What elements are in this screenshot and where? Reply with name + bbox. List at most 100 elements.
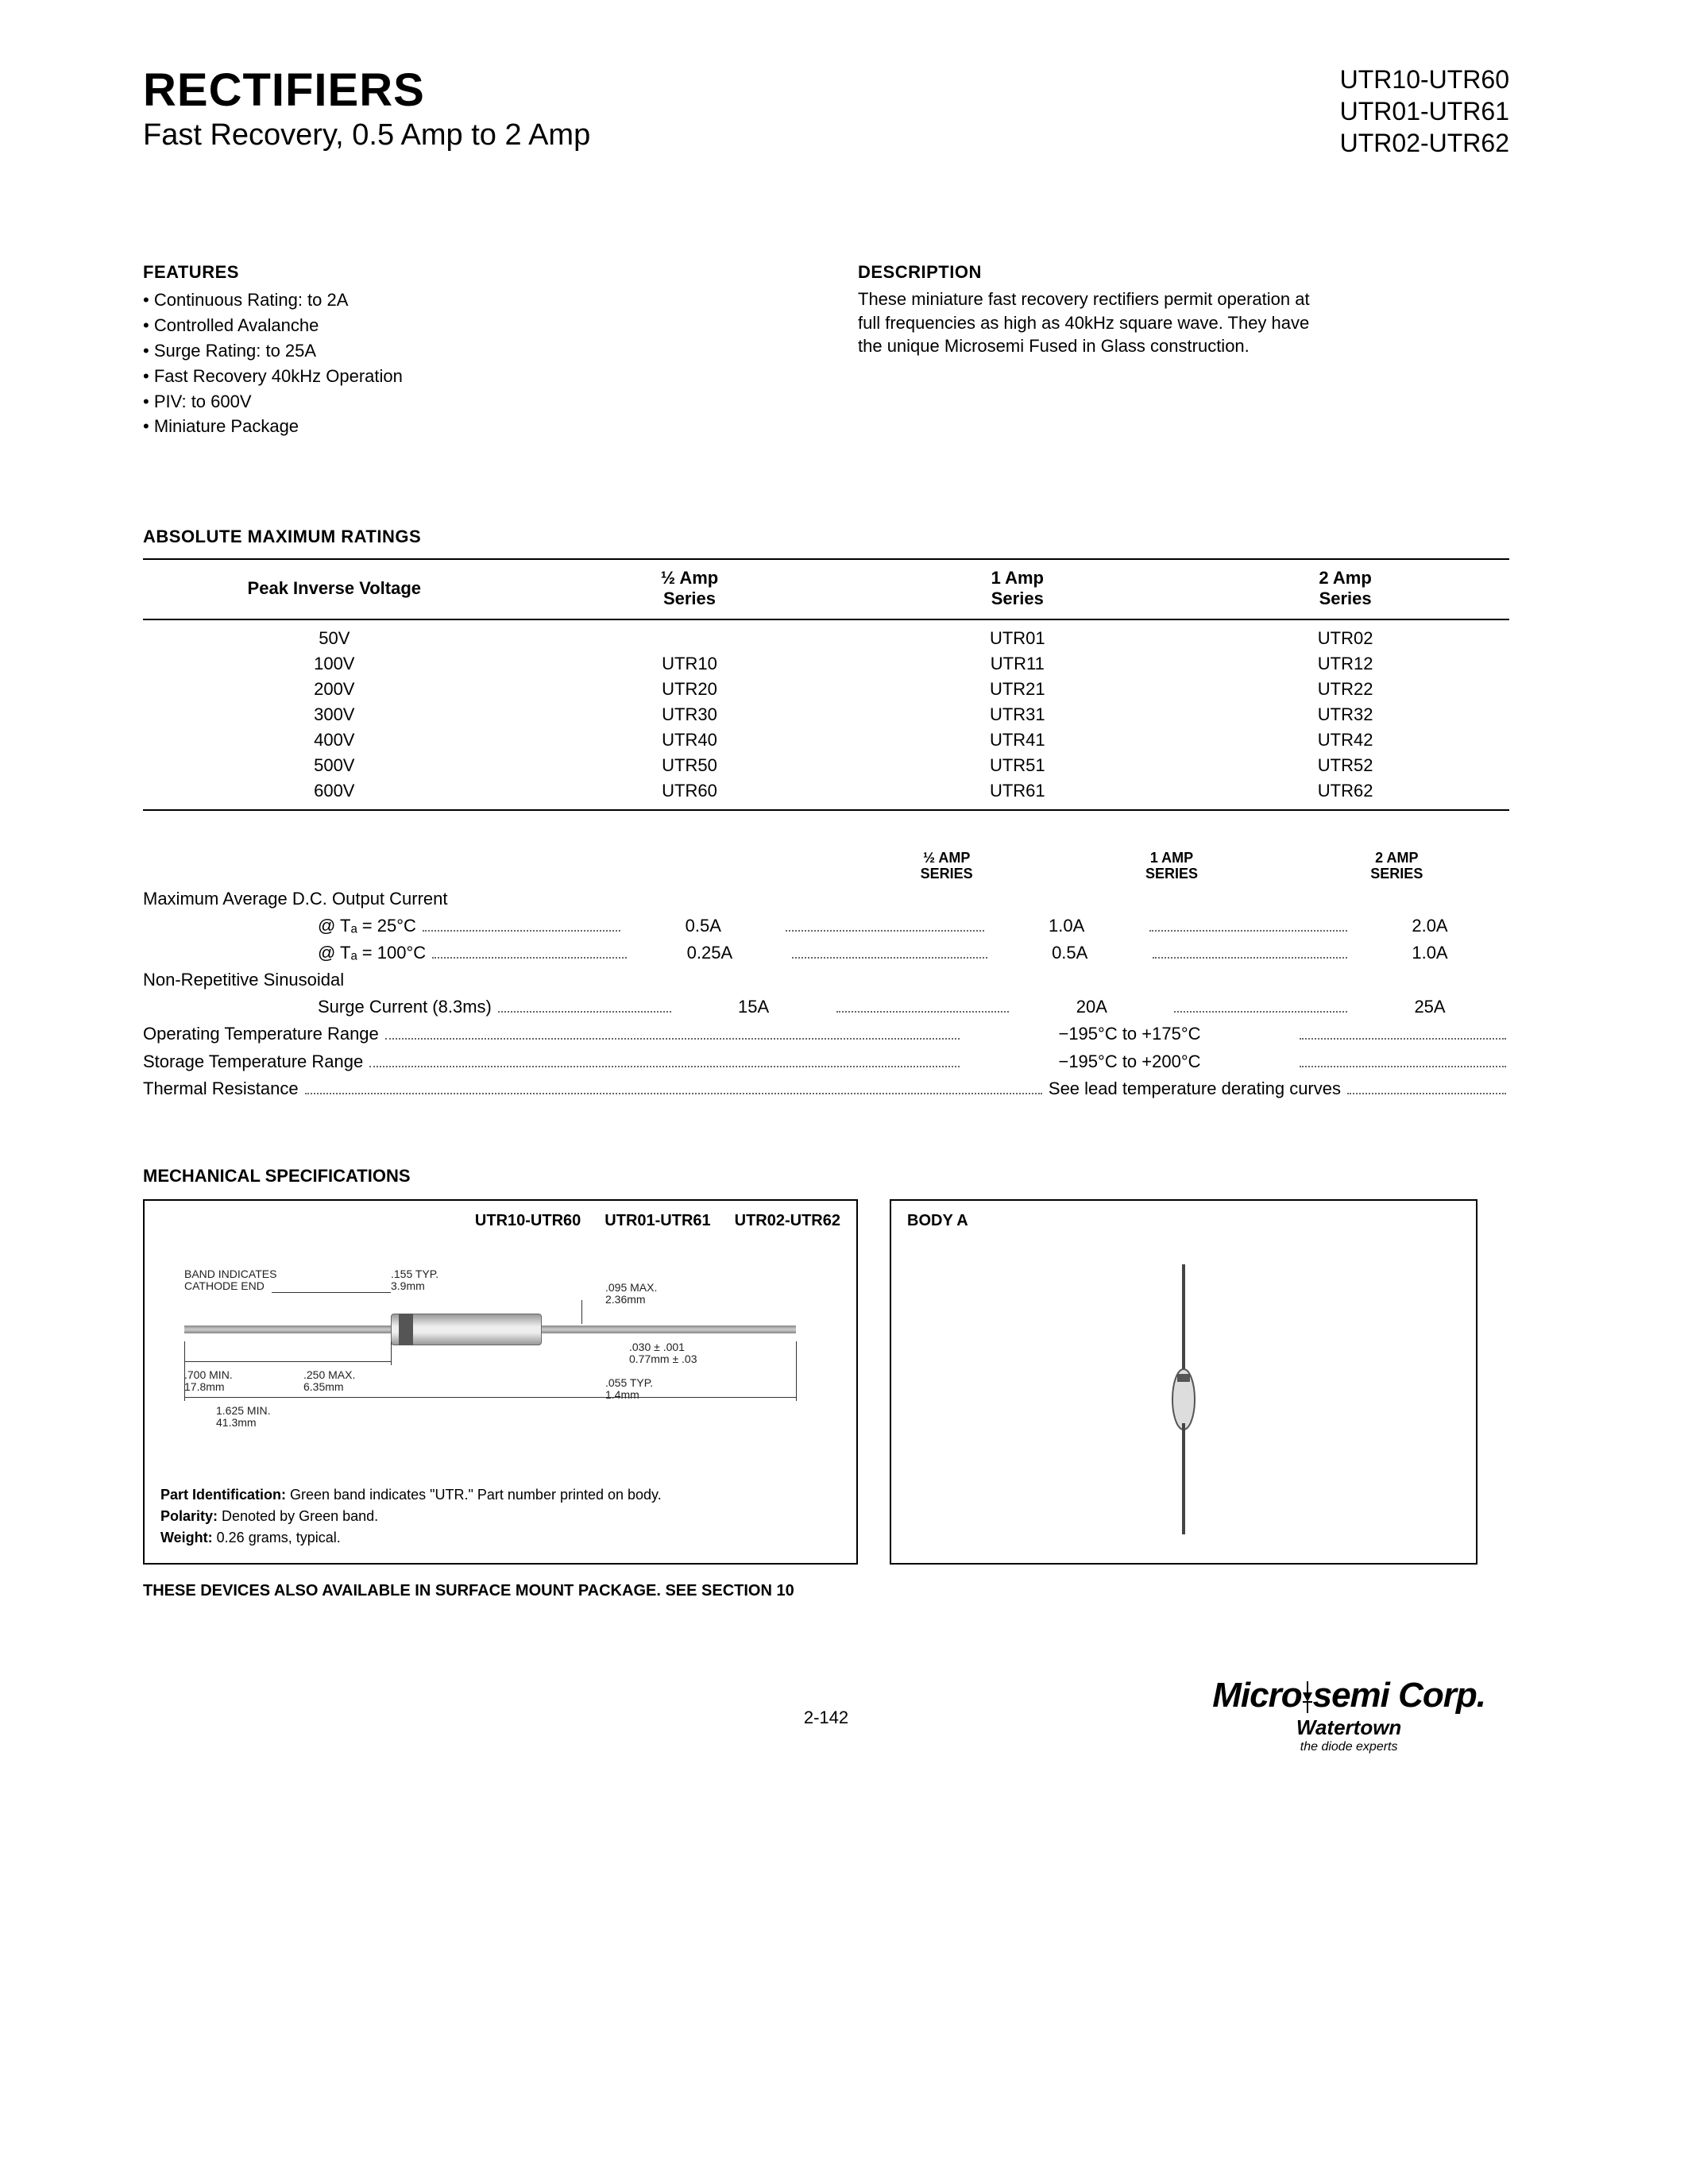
dot-leader	[1153, 957, 1347, 959]
spec-value: See lead temperature derating curves	[1045, 1075, 1344, 1102]
mech-box-titles: UTR10-UTR60 UTR01-UTR61 UTR02-UTR62	[160, 1212, 840, 1230]
part-line: UTR01-UTR61	[1340, 95, 1509, 127]
table-row: 500VUTR50UTR51UTR52	[143, 753, 1509, 778]
dim-leader-line	[581, 1300, 582, 1324]
spec-value: 0.5A	[624, 913, 782, 940]
table-cell: UTR10	[526, 651, 854, 677]
dim-label: 1.625 MIN. 41.3mm	[216, 1405, 270, 1430]
col-header: ½ Amp Series	[526, 559, 854, 619]
mechanical-notes: Part Identification: Green band indicate…	[160, 1484, 662, 1549]
spec-row: Storage Temperature Range −195°C to +200…	[143, 1048, 1509, 1075]
mech-box-title: UTR10-UTR60	[475, 1212, 581, 1230]
spec-col-header: 2 AMP SERIES	[1284, 851, 1509, 882]
note-line: Weight: 0.26 grams, typical.	[160, 1527, 662, 1549]
logo-tagline: the diode experts	[1212, 1740, 1485, 1754]
body-a-icon	[1160, 1256, 1207, 1542]
dim-label: .095 MAX. 2.36mm	[605, 1282, 657, 1306]
table-row: 100VUTR10UTR11UTR12	[143, 651, 1509, 677]
dim-label: .250 MAX. 6.35mm	[303, 1369, 355, 1394]
table-cell: UTR12	[1181, 651, 1509, 677]
feature-item: Fast Recovery 40kHz Operation	[143, 364, 731, 389]
spec-label: @ Tₐ = 100°C	[143, 940, 429, 967]
table-cell: UTR21	[853, 677, 1181, 702]
table-cell: UTR30	[526, 702, 854, 727]
table-row: 50V UTR01UTR02	[143, 619, 1509, 651]
table-cell	[526, 619, 854, 651]
table-cell: UTR62	[1181, 778, 1509, 810]
table-cell: UTR41	[853, 727, 1181, 753]
spec-row: Thermal Resistance See lead temperature …	[143, 1075, 1509, 1102]
mech-box-title: UTR02-UTR62	[735, 1212, 840, 1230]
spec-label: @ Tₐ = 25°C	[143, 913, 419, 940]
feature-item: Surge Rating: to 25A	[143, 338, 731, 364]
dim-label: .700 MIN. 17.8mm	[184, 1369, 233, 1394]
description-heading: DESCRIPTION	[858, 262, 1509, 283]
header: RECTIFIERS Fast Recovery, 0.5 Amp to 2 A…	[143, 64, 1509, 159]
spec-row: Maximum Average D.C. Output Current	[143, 886, 1509, 913]
table-cell: UTR40	[526, 727, 854, 753]
body-a-box: BODY A	[890, 1199, 1477, 1565]
table-row: 400VUTR40UTR41UTR42	[143, 727, 1509, 753]
table-cell: 50V	[143, 619, 526, 651]
page-footer: 2-142 Microsemi Corp. Watertown the diod…	[143, 1707, 1509, 1728]
body-a-label: BODY A	[907, 1212, 1460, 1230]
lead-wire	[184, 1325, 391, 1333]
dim-label: BAND INDICATES CATHODE END	[184, 1268, 276, 1293]
dim-label: .155 TYP. 3.9mm	[391, 1268, 438, 1293]
spec-label: Surge Current (8.3ms)	[143, 994, 495, 1021]
table-row: 600VUTR60UTR61UTR62	[143, 778, 1509, 810]
package-diagram: BAND INDICATES CATHODE END .155 TYP. 3.9…	[160, 1238, 840, 1429]
spec-col-header: ½ AMP SERIES	[834, 851, 1059, 882]
company-logo: Microsemi Corp. Watertown the diode expe…	[1212, 1676, 1485, 1754]
note-line: Part Identification: Green band indicate…	[160, 1484, 662, 1506]
table-cell: 400V	[143, 727, 526, 753]
logo-text: Microsemi Corp.	[1212, 1676, 1485, 1715]
table-cell: UTR31	[853, 702, 1181, 727]
table-cell: UTR20	[526, 677, 854, 702]
spec-row: @ Tₐ = 100°C 0.25A 0.5A 1.0A	[143, 940, 1509, 967]
dot-leader	[786, 930, 983, 932]
spec-col-header: 1 AMP SERIES	[1059, 851, 1284, 882]
col-header: 2 Amp Series	[1181, 559, 1509, 619]
dim-label: .055 TYP. 1.4mm	[605, 1377, 653, 1402]
dot-leader	[1149, 930, 1347, 932]
table-cell: UTR50	[526, 753, 854, 778]
specs-block: ½ AMP SERIES 1 AMP SERIES 2 AMP SERIES M…	[143, 851, 1509, 1102]
spec-label: Thermal Resistance	[143, 1075, 302, 1102]
spec-label: Storage Temperature Range	[143, 1048, 366, 1075]
dot-leader	[498, 1011, 671, 1013]
feature-item: Continuous Rating: to 2A	[143, 287, 731, 313]
dot-leader	[305, 1093, 1042, 1094]
spec-label: Maximum Average D.C. Output Current	[143, 886, 451, 913]
dim-line	[796, 1341, 797, 1401]
table-cell: UTR22	[1181, 677, 1509, 702]
table-cell: UTR02	[1181, 619, 1509, 651]
dot-leader	[1347, 1093, 1506, 1094]
description-text: These miniature fast recovery rectifiers…	[858, 287, 1335, 358]
mechanical-heading: MECHANICAL SPECIFICATIONS	[143, 1166, 1509, 1187]
col-header: Peak Inverse Voltage	[143, 559, 526, 619]
diode-body	[391, 1314, 542, 1345]
lead-wire	[542, 1325, 796, 1333]
dot-leader	[1300, 1038, 1506, 1040]
dim-label: .030 ± .001 0.77mm ± .03	[629, 1341, 697, 1366]
spec-value: 20A	[1012, 994, 1171, 1021]
dim-line	[184, 1341, 185, 1401]
spec-row: Surge Current (8.3ms) 15A 20A 25A	[143, 994, 1509, 1021]
part-number-list: UTR10-UTR60 UTR01-UTR61 UTR02-UTR62	[1340, 64, 1509, 159]
spec-value: 1.0A	[1350, 940, 1509, 967]
spec-value: 0.5A	[991, 940, 1149, 967]
part-line: UTR10-UTR60	[1340, 64, 1509, 95]
subtitle: Fast Recovery, 0.5 Amp to 2 Amp	[143, 118, 590, 152]
dim-line	[184, 1397, 796, 1398]
table-cell: 100V	[143, 651, 526, 677]
table-cell: UTR01	[853, 619, 1181, 651]
datasheet-page: RECTIFIERS Fast Recovery, 0.5 Amp to 2 A…	[143, 64, 1509, 1600]
dot-leader	[836, 1011, 1010, 1013]
dim-line	[184, 1361, 391, 1362]
spec-row: Operating Temperature Range −195°C to +1…	[143, 1021, 1509, 1048]
ratings-heading: ABSOLUTE MAXIMUM RATINGS	[143, 527, 1509, 547]
part-line: UTR02-UTR62	[1340, 127, 1509, 159]
dot-leader	[385, 1038, 960, 1040]
features-block: FEATURES Continuous Rating: to 2A Contro…	[143, 262, 731, 439]
